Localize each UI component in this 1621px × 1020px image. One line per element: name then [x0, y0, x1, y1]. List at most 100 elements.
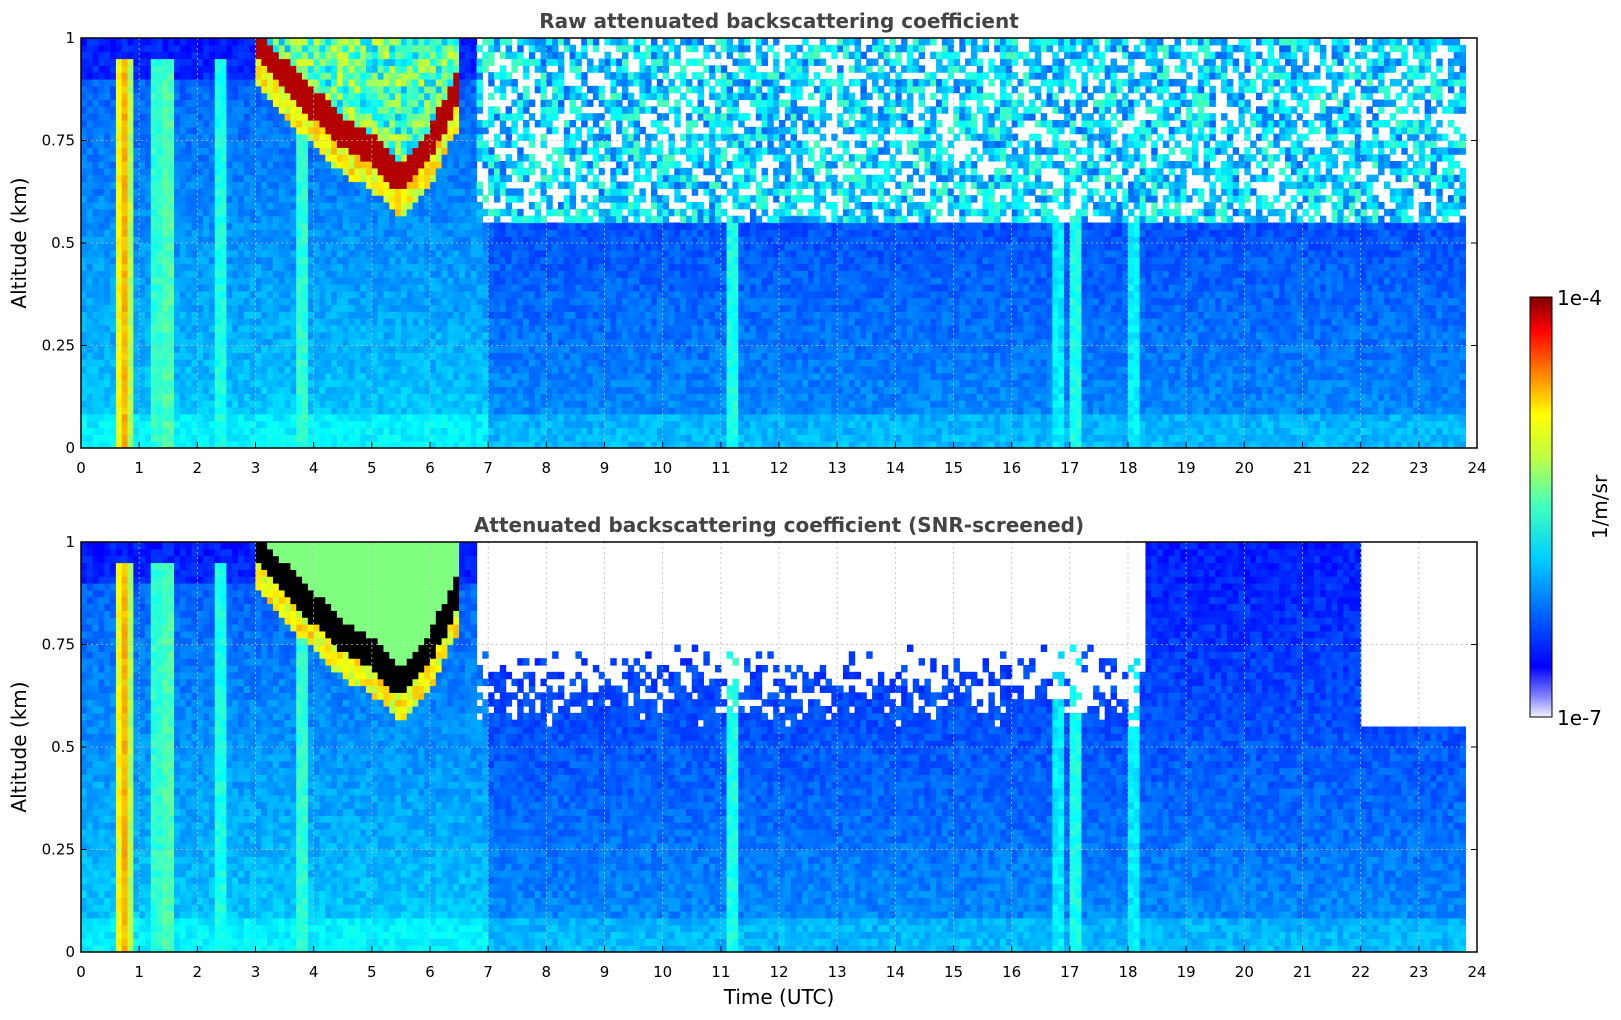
heatmap-cell: [406, 243, 414, 251]
heatmap-cell: [185, 372, 193, 381]
heatmap-cell: [255, 413, 262, 422]
heatmap-cell: [261, 359, 268, 367]
heatmap-cell: [325, 263, 332, 271]
heatmap-cell: [430, 243, 437, 251]
heatmap-cell: [284, 188, 291, 196]
heatmap-cell: [226, 167, 233, 176]
heatmap-cell: [523, 359, 530, 367]
heatmap-cell: [174, 65, 181, 73]
heatmap-cell: [81, 284, 88, 292]
heatmap-cell: [243, 434, 251, 442]
heatmap-cell: [325, 345, 332, 353]
heatmap-cell: [395, 400, 402, 408]
heatmap-cell: [307, 202, 315, 210]
heatmap-cell: [505, 284, 513, 292]
heatmap-cell: [261, 270, 268, 278]
heatmap-cell: [226, 79, 233, 87]
heatmap-cell: [377, 133, 385, 142]
heatmap-cell: [86, 147, 94, 155]
heatmap-cell: [313, 106, 321, 114]
heatmap-cell: [290, 79, 297, 87]
heatmap-cell: [342, 140, 350, 148]
heatmap-cell: [174, 161, 181, 169]
heatmap-cell: [406, 386, 414, 394]
heatmap-cell: [581, 427, 588, 435]
heatmap-cell: [185, 413, 193, 422]
heatmap-cell: [284, 249, 291, 258]
heatmap-cell: [424, 140, 431, 148]
heatmap-cell: [86, 85, 94, 94]
heatmap-cell: [110, 366, 117, 374]
heatmap-cell: [488, 407, 495, 415]
heatmap-cell: [517, 38, 524, 46]
heatmap-cell: [302, 92, 309, 101]
heatmap-cell: [499, 338, 507, 347]
heatmap-cell: [552, 174, 559, 183]
heatmap-cell: [115, 400, 123, 408]
heatmap-cell: [150, 284, 158, 292]
heatmap-cell: [278, 420, 286, 429]
heatmap-cell: [348, 284, 355, 292]
heatmap-cell: [249, 366, 257, 374]
heatmap-cell: [377, 65, 385, 73]
heatmap-cell: [528, 270, 536, 278]
heatmap-cell: [418, 284, 425, 292]
heatmap-cell: [511, 359, 518, 367]
heatmap-cell: [92, 174, 100, 183]
heatmap-cell: [336, 161, 344, 169]
heatmap-cell: [406, 38, 414, 46]
heatmap-cell: [156, 113, 164, 121]
heatmap-cell: [133, 331, 140, 340]
heatmap-cell: [395, 222, 402, 230]
heatmap-cell: [377, 434, 385, 442]
heatmap-cell: [342, 318, 350, 326]
heatmap-cell: [307, 434, 315, 442]
heatmap-cell: [575, 359, 582, 367]
heatmap-cell: [191, 113, 198, 121]
heatmap-cell: [133, 441, 140, 448]
heatmap-cell: [203, 420, 210, 429]
heatmap-cell: [168, 44, 175, 53]
heatmap-cell: [371, 195, 379, 203]
heatmap-cell: [400, 236, 408, 244]
heatmap-cell: [307, 352, 315, 360]
heatmap-cell: [319, 65, 326, 73]
heatmap-cell: [272, 325, 280, 333]
heatmap-cell: [354, 400, 361, 408]
heatmap-cell: [488, 120, 495, 128]
heatmap-cell: [319, 284, 326, 292]
heatmap-cell: [302, 126, 309, 135]
heatmap-cell: [226, 140, 233, 148]
heatmap-cell: [150, 243, 158, 251]
heatmap-cell: [232, 325, 239, 333]
heatmap-cell: [81, 256, 88, 265]
heatmap-cell: [86, 161, 94, 169]
heatmap-cell: [307, 256, 315, 265]
heatmap-cell: [208, 147, 216, 155]
heatmap-cell: [563, 236, 571, 244]
heatmap-cell: [435, 249, 443, 258]
heatmap-cell: [139, 372, 146, 381]
heatmap-cell: [540, 85, 547, 94]
heatmap-cell: [569, 338, 577, 347]
heatmap-cell: [557, 154, 565, 162]
heatmap-cell: [267, 318, 274, 326]
heatmap-cell: [360, 400, 367, 408]
heatmap-cell: [185, 202, 193, 210]
heatmap-cell: [331, 161, 338, 169]
heatmap-cell: [162, 256, 169, 265]
heatmap-cell: [563, 338, 571, 347]
heatmap-cell: [226, 318, 233, 326]
heatmap-cell: [569, 58, 577, 66]
heatmap-cell: [377, 284, 385, 292]
heatmap-cell: [133, 51, 140, 60]
heatmap-cell: [371, 147, 379, 155]
heatmap-cell: [214, 188, 222, 196]
heatmap-cell: [366, 352, 373, 360]
heatmap-cell: [523, 243, 530, 251]
heatmap-cell: [395, 79, 402, 87]
heatmap-cell: [389, 331, 396, 340]
heatmap-cell: [110, 92, 117, 101]
heatmap-cell: [191, 195, 198, 203]
heatmap-cell: [243, 243, 251, 251]
